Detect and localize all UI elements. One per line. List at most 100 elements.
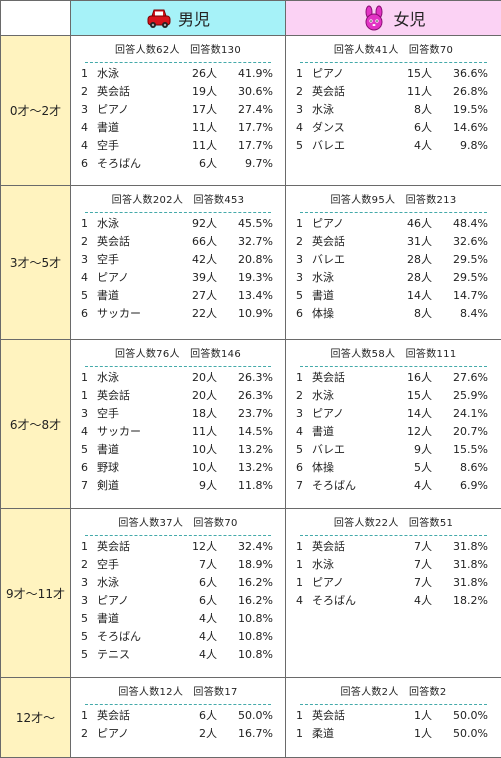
rank-number: 5 — [294, 287, 312, 305]
rank-number: 4 — [294, 592, 312, 610]
rank-number: 1 — [79, 707, 97, 725]
rank-number: 1 — [294, 556, 312, 574]
lesson-name: サッカー — [97, 423, 175, 441]
lesson-name: 体操 — [312, 305, 390, 323]
lesson-name: そろばん — [97, 155, 175, 173]
lesson-name: バレエ — [312, 441, 390, 459]
percentage: 13.4% — [217, 287, 273, 305]
respondent-count: 7人 — [390, 556, 432, 574]
lesson-name: そろばん — [97, 628, 175, 646]
lesson-name: 空手 — [97, 251, 175, 269]
response-summary: 回答人数95人 回答数213 — [294, 194, 493, 208]
percentage: 27.6% — [432, 369, 488, 387]
respondent-count: 2人 — [175, 725, 217, 743]
percentage: 15.5% — [432, 441, 488, 459]
rank-number: 2 — [79, 233, 97, 251]
lesson-name: 水泳 — [312, 556, 390, 574]
rank-number: 3 — [79, 574, 97, 592]
response-summary: 回答人数62人 回答数130 — [79, 44, 277, 58]
rank-number: 3 — [294, 405, 312, 423]
rank-number: 3 — [294, 101, 312, 119]
dashed-divider — [85, 212, 271, 213]
rank-number: 2 — [79, 725, 97, 743]
boy-header-label: 男児 — [178, 6, 210, 30]
dashed-divider — [300, 62, 487, 63]
rank-number: 2 — [294, 83, 312, 101]
respondent-count: 27人 — [175, 287, 217, 305]
percentage: 48.4% — [432, 215, 488, 233]
rank-number: 1 — [79, 65, 97, 83]
lesson-name: 柔道 — [312, 725, 390, 743]
percentage: 18.2% — [432, 592, 488, 610]
respondent-count: 28人 — [390, 251, 432, 269]
respondent-count: 19人 — [175, 83, 217, 101]
percentage: 18.9% — [217, 556, 273, 574]
percentage: 16.2% — [217, 592, 273, 610]
rank-number: 2 — [79, 556, 97, 574]
dashed-divider — [300, 704, 487, 705]
rank-number: 5 — [79, 646, 97, 664]
rabbit-icon — [361, 5, 387, 31]
percentage: 23.7% — [217, 405, 273, 423]
lesson-name: 英会話 — [97, 707, 175, 725]
rank-number: 5 — [294, 441, 312, 459]
respondent-count: 17人 — [175, 101, 217, 119]
rank-number: 2 — [79, 83, 97, 101]
dashed-divider — [85, 535, 271, 536]
respondent-count: 18人 — [175, 405, 217, 423]
car-icon — [146, 5, 172, 31]
rank-number: 5 — [79, 441, 97, 459]
dashed-divider — [300, 535, 487, 536]
percentage: 31.8% — [432, 556, 488, 574]
respondent-count: 7人 — [390, 574, 432, 592]
lesson-name: ピアノ — [312, 65, 390, 83]
lesson-name: バレエ — [312, 251, 390, 269]
lesson-name: 英会話 — [97, 233, 175, 251]
lesson-name: 水泳 — [97, 369, 175, 387]
respondent-count: 92人 — [175, 215, 217, 233]
percentage: 8.4% — [432, 305, 488, 323]
lesson-name: テニス — [97, 646, 175, 664]
respondent-count: 22人 — [175, 305, 217, 323]
percentage: 32.7% — [217, 233, 273, 251]
lesson-name: ピアノ — [97, 269, 175, 287]
percentage: 20.7% — [432, 423, 488, 441]
response-summary: 回答人数22人 回答数51 — [294, 517, 493, 531]
age-label: 12才〜 — [1, 678, 71, 758]
lesson-name: 英会話 — [312, 369, 390, 387]
percentage: 13.2% — [217, 459, 273, 477]
rank-number: 5 — [79, 610, 97, 628]
rank-number: 7 — [294, 477, 312, 495]
lesson-name: 英会話 — [312, 83, 390, 101]
rank-number: 5 — [294, 137, 312, 155]
rank-number: 2 — [294, 233, 312, 251]
percentage: 30.6% — [217, 83, 273, 101]
lesson-name: ピアノ — [312, 574, 390, 592]
rank-number: 1 — [294, 538, 312, 556]
